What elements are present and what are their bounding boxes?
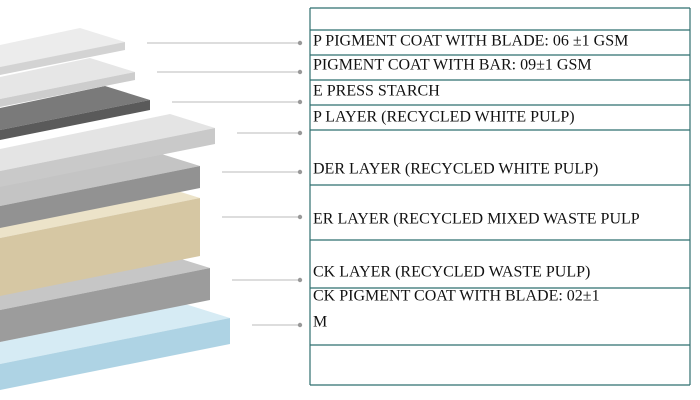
- layer-label: M: [313, 314, 327, 331]
- layer-top: [0, 86, 150, 130]
- leader-dot: [297, 69, 303, 75]
- layer-top: [0, 58, 135, 99]
- layer-label: DER LAYER (RECYCLED WHITE PULP): [313, 161, 598, 178]
- leader-dot: [297, 214, 303, 220]
- layer-front: [0, 128, 215, 187]
- layer-label: P LAYER (RECYCLED WHITE PULP): [313, 109, 575, 126]
- leader-dot: [297, 130, 303, 136]
- layer-front: [0, 268, 210, 342]
- layer-top: [0, 254, 210, 310]
- label-frame: [309, 7, 691, 386]
- leader-dot: [297, 40, 303, 46]
- layer-label: ER LAYER (RECYCLED MIXED WASTE PULP: [313, 211, 640, 228]
- layer-front: [0, 318, 230, 390]
- labels: P PIGMENT COAT WITH BLADE: 06 ±1 GSM PIGM…: [147, 33, 640, 331]
- leader-dot: [297, 277, 303, 283]
- layer-stack: [0, 28, 230, 390]
- layer-front: [0, 166, 200, 228]
- leader-dot: [297, 169, 303, 175]
- layer-top: [0, 152, 200, 206]
- layer-top: [0, 28, 125, 67]
- layer-top: [0, 304, 230, 364]
- layer-front: [0, 100, 150, 140]
- layer-label: PIGMENT COAT WITH BAR: 09±1 GSM: [313, 57, 592, 74]
- leader-dot: [297, 99, 303, 105]
- layer-front: [0, 72, 135, 107]
- layer-front: [0, 42, 125, 75]
- layer-label: E PRESS STARCH: [313, 83, 440, 100]
- layer-top: [0, 114, 215, 171]
- leader-dot: [297, 322, 303, 328]
- layer-label: P PIGMENT COAT WITH BLADE: 06 ±1 GSM: [313, 33, 628, 50]
- layer-label: CK PIGMENT COAT WITH BLADE: 02±1: [313, 288, 600, 305]
- layer-label: CK LAYER (RECYCLED WASTE PULP): [313, 264, 590, 281]
- layer-front: [0, 198, 200, 296]
